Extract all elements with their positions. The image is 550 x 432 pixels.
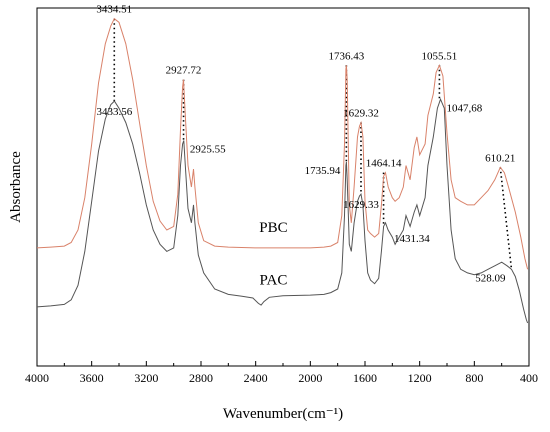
peak-label-1736.43: 1736.43 xyxy=(328,50,364,62)
peak-label-1431.34: 1431.34 xyxy=(394,233,430,245)
y-axis-title: Absorbance xyxy=(8,151,24,223)
peak-label-1629.33: 1629.33 xyxy=(343,199,379,211)
peak-label-2925.55: 2925.55 xyxy=(190,143,226,155)
peak-label-2927.72: 2927.72 xyxy=(166,65,202,77)
x-tick-label-2800: 2800 xyxy=(189,371,213,385)
peak-label-3433.56: 3433.56 xyxy=(97,106,133,118)
x-axis-title: Wavenumber(cm⁻¹) xyxy=(223,406,343,422)
peak-guide-6 xyxy=(499,167,513,270)
x-tick-label-4000: 4000 xyxy=(25,371,49,385)
peak-label-1629.32: 1629.32 xyxy=(343,108,379,120)
x-axis: 4000 3600 3200 2800 2400 2000 1600 1200 800 400 xyxy=(25,361,538,385)
peak-label-3434.51: 3434.51 xyxy=(96,4,132,16)
x-tick-label-2000: 2000 xyxy=(298,371,322,385)
series-labels: PBC PAC xyxy=(259,220,287,289)
x-tick-label-1600: 1600 xyxy=(353,371,377,385)
x-tick-label-2400: 2400 xyxy=(244,371,268,385)
peak-label-528.09: 528.09 xyxy=(475,272,506,284)
x-tick-label-1200: 1200 xyxy=(408,371,432,385)
x-tick-label-3200: 3200 xyxy=(134,371,158,385)
x-tick-label-3600: 3600 xyxy=(80,371,104,385)
peak-label-1735.94: 1735.94 xyxy=(305,165,341,177)
spectra xyxy=(36,17,529,324)
peak-label-610.21: 610.21 xyxy=(485,152,515,164)
peak-label-1464.14: 1464.14 xyxy=(366,158,402,170)
series-line-pbc xyxy=(36,17,529,270)
x-tick-label-800: 800 xyxy=(465,371,483,385)
series-label-pbc: PBC xyxy=(259,220,287,236)
series-line-pac xyxy=(36,97,529,324)
series-label-pac: PAC xyxy=(260,272,288,288)
peak-annotations: 3434.51 3433.56 2927.72 2925.55 1736.43 1735.… xyxy=(96,4,515,285)
x-tick-label-400: 400 xyxy=(520,371,538,385)
peak-label-1055.51: 1055.51 xyxy=(422,50,458,62)
peak-label-1047,68: 1047,68 xyxy=(446,102,482,114)
